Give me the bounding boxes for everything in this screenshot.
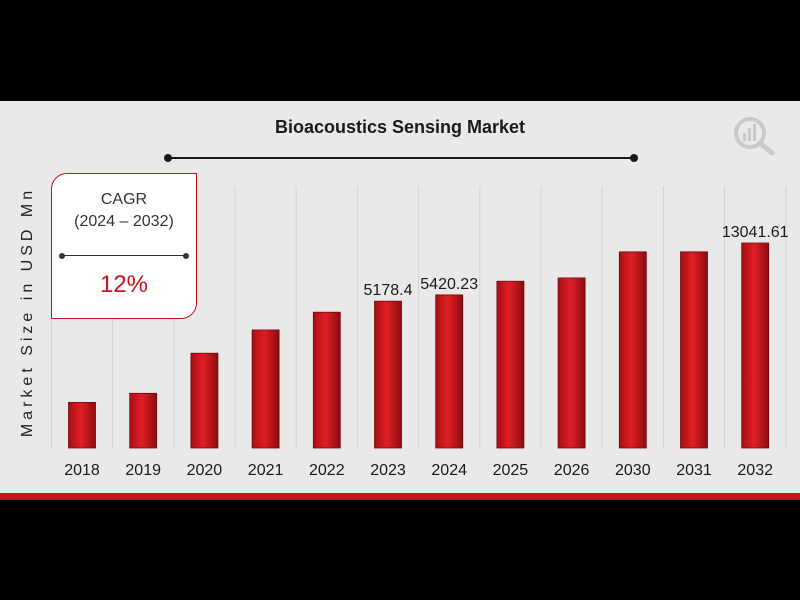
bar-2024 <box>435 294 464 449</box>
cagr-rule-dot-left <box>59 252 65 259</box>
bar-2022 <box>312 311 341 449</box>
x-tick-2018: 2018 <box>64 462 100 479</box>
cagr-box: CAGR (2024 – 2032) 12% <box>51 173 197 319</box>
bar-2021 <box>251 329 280 449</box>
x-tick-2023: 2023 <box>370 462 406 479</box>
data-label-2032: 13041.61 <box>722 224 789 241</box>
x-tick-2021: 2021 <box>248 462 284 479</box>
bar-2025 <box>496 280 525 449</box>
cagr-period: (2024 – 2032) <box>74 213 174 230</box>
x-tick-2030: 2030 <box>615 462 651 479</box>
x-tick-2024: 2024 <box>431 462 467 479</box>
x-tick-2019: 2019 <box>125 462 161 479</box>
bar-2030 <box>618 251 647 449</box>
cagr-rule-dot-right <box>183 252 189 259</box>
data-label-2023: 5178.4 <box>364 282 413 299</box>
bar-2023 <box>374 300 402 449</box>
bars <box>68 242 770 449</box>
bar-2019 <box>129 392 158 449</box>
bar-2020 <box>190 352 219 449</box>
bottom-accent-bar <box>0 493 800 500</box>
title-rule-dot-right <box>630 154 638 162</box>
chart-title: Bioacoustics Sensing Market <box>274 117 526 137</box>
cagr-label: CAGR <box>100 191 148 208</box>
chart-canvas: Bioacoustics Sensing Market 2018 2019 2020… <box>0 101 800 493</box>
title-rule-dot-left <box>164 154 172 162</box>
x-tick-2022: 2022 <box>309 462 345 479</box>
brand-logo-icon <box>734 117 775 155</box>
bar-2032 <box>741 242 770 449</box>
x-tick-2026: 2026 <box>554 462 590 479</box>
cagr-value: 12% <box>99 271 149 298</box>
x-tick-2032: 2032 <box>737 462 773 479</box>
data-labels: 5178.4 5420.23 13041.61 <box>364 224 789 299</box>
x-tick-2025: 2025 <box>493 462 529 479</box>
title-rule <box>164 154 638 162</box>
cagr-rule <box>59 252 189 259</box>
x-tick-2020: 2020 <box>187 462 223 479</box>
bar-2018 <box>68 402 96 449</box>
y-axis-label: Market Size in USD Mn <box>19 186 36 438</box>
data-label-2024: 5420.23 <box>420 276 478 293</box>
vertical-gridlines <box>50 186 787 448</box>
bar-chart: 2018 2019 2020 2021 2022 2023 2024 2025 2026 2030… <box>50 186 789 479</box>
bar-2026 <box>557 277 586 449</box>
x-tick-2031: 2031 <box>676 462 712 479</box>
bar-2031 <box>680 251 708 449</box>
x-tick-labels: 2018 2019 2020 2021 2022 2023 2024 2025 2026 2030… <box>64 462 773 479</box>
